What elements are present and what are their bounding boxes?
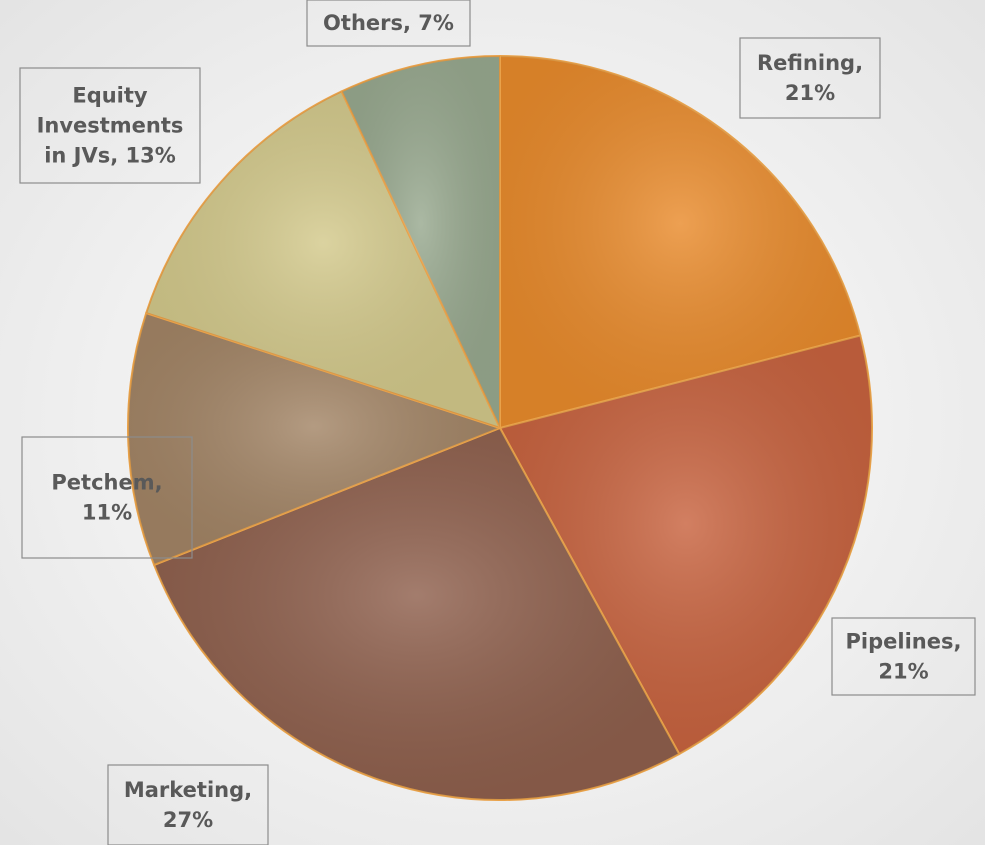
slice-shade [500,335,872,754]
labels: Refining, 21% Pipelines, 21% Marketing, 27% Pe… [19,0,976,845]
data-label: Others, 7% [323,11,454,35]
data-label: Pipelines, 21% [846,630,962,684]
data-label: Marketing, 27% [124,778,252,832]
label-box [107,764,269,845]
slice-shade [146,91,500,429]
slice-shade [128,313,501,565]
slice-shade [500,56,861,428]
label-box [19,67,201,184]
data-label: Petchem, 11% [51,471,162,525]
label-box [21,436,193,559]
data-label: Equity Investments in JVs, 13% [37,84,184,168]
label-box [306,0,471,47]
slice-shade [154,428,680,800]
slice-shade [341,56,500,428]
label-box [739,37,881,119]
label-box [831,617,976,696]
pie [127,54,873,801]
data-label: Refining, 21% [757,51,863,105]
